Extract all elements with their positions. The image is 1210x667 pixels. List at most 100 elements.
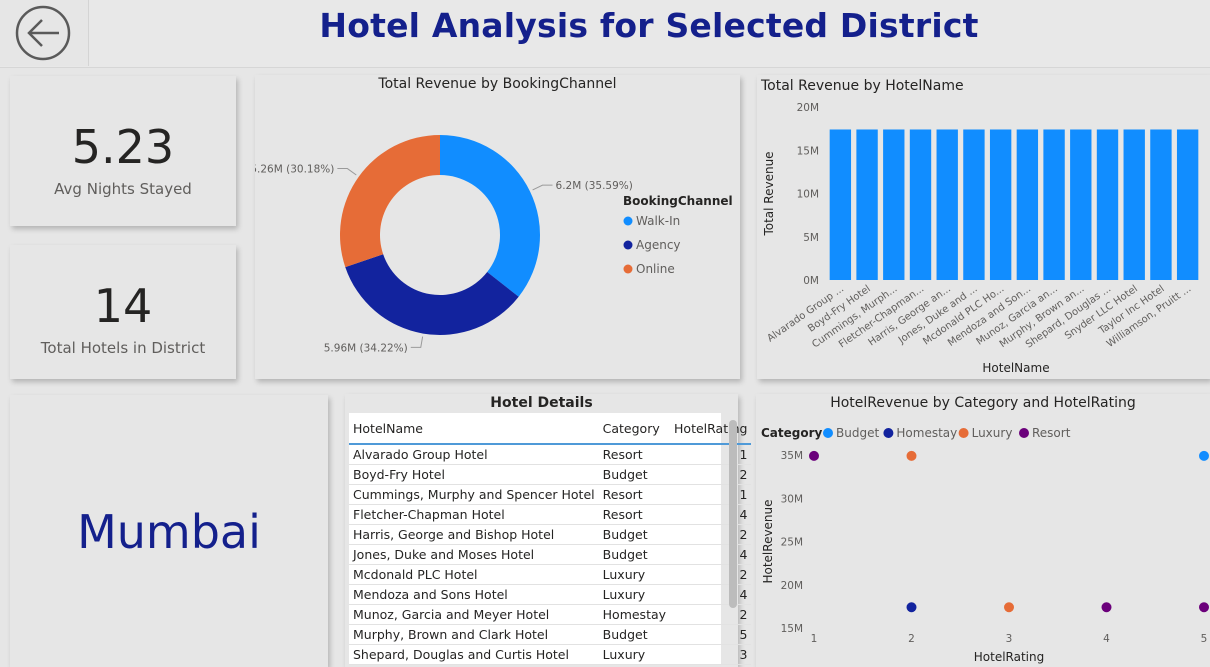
bar[interactable] <box>829 129 852 280</box>
legend-marker-icon <box>958 428 969 438</box>
scatter-chart-panel: HotelRevenue by Category and HotelRating… <box>756 394 1210 667</box>
bar[interactable] <box>909 129 932 280</box>
scatter-point-homestay[interactable] <box>906 602 917 613</box>
rating-cell: 2 <box>670 464 752 485</box>
column-header[interactable]: HotelRating <box>670 413 752 445</box>
legend-marker-icon <box>623 216 633 226</box>
legend-item[interactable]: Resort <box>1032 426 1071 440</box>
bar[interactable] <box>1176 129 1199 280</box>
rating-cell: 4 <box>670 544 752 565</box>
y-tick-label: 0M <box>803 275 819 287</box>
donut-slice-walk-in[interactable] <box>440 135 540 297</box>
donut-slice-online[interactable] <box>340 135 440 268</box>
bar[interactable] <box>1123 129 1145 280</box>
back-arrow-icon[interactable] <box>0 0 88 66</box>
chart-title: HotelRevenue by Category and HotelRating <box>830 395 1136 411</box>
data-label: 6.2M (35.59%) <box>556 180 633 192</box>
category-cell: Budget <box>598 544 671 565</box>
scatter-points <box>809 450 1209 613</box>
table-title: Hotel Details <box>490 395 593 411</box>
legend-item[interactable]: Agency <box>636 238 681 252</box>
bar[interactable] <box>856 129 878 280</box>
column-header[interactable]: Category <box>598 413 671 445</box>
chart-title: Total Revenue by BookingChannel <box>378 76 617 92</box>
y-tick-label: 25M <box>781 537 803 549</box>
table-row[interactable]: Cummings, Murphy and Spencer Hotel Resort… <box>349 484 752 505</box>
category-cell: Budget <box>598 464 671 485</box>
table-body-area: HotelName Category HotelRating Alvarado … <box>349 413 752 665</box>
bar[interactable] <box>1070 129 1092 280</box>
donut-slice-agency[interactable] <box>345 254 519 335</box>
hotel-name-cell: Munoz, Garcia and Meyer Hotel <box>349 604 599 625</box>
x-tick-label: 5 <box>1201 633 1208 645</box>
bar-x-axis: Alvarado Group ...Boyd-Fry HotelCummings… <box>765 283 1193 350</box>
legend-marker-icon <box>1019 428 1029 438</box>
hotel-name-cell: Murphy, Brown and Clark Hotel <box>349 624 599 645</box>
x-tick-label: 3 <box>1006 633 1013 645</box>
bar-chart-panel: Total Revenue by HotelName 0M 5M 10M 15M 20M… <box>757 75 1210 379</box>
hotel-name-cell: Shepard, Douglas and Curtis Hotel <box>349 644 599 665</box>
hotel-name-cell: Jones, Duke and Moses Hotel <box>349 544 599 565</box>
category-cell: Luxury <box>598 584 671 605</box>
table-row[interactable]: Mendoza and Sons Hotel Luxury 4 <box>349 584 752 605</box>
scatter-point-budget[interactable] <box>1199 450 1209 461</box>
legend-item[interactable]: Luxury <box>972 426 1013 440</box>
legend-item[interactable]: Budget <box>836 426 879 440</box>
district-card: Mumbai <box>10 395 328 667</box>
table-row[interactable]: Mcdonald PLC Hotel Luxury 2 <box>349 564 752 585</box>
hotel-name-cell: Boyd-Fry Hotel <box>349 464 599 485</box>
kpi-value: 14 <box>93 279 153 333</box>
scatter-point-luxury[interactable] <box>906 450 917 461</box>
rating-cell: 1 <box>670 484 752 505</box>
scatter-point-resort[interactable] <box>1199 602 1209 613</box>
table-row[interactable]: Murphy, Brown and Clark Hotel Budget 5 <box>349 624 752 645</box>
hotel-name-cell: Cummings, Murphy and Spencer Hotel <box>349 484 599 505</box>
table-row[interactable]: Fletcher-Chapman Hotel Resort 4 <box>349 504 752 525</box>
legend-item[interactable]: Walk-In <box>636 214 680 228</box>
bar[interactable] <box>963 129 985 280</box>
bar[interactable] <box>1150 129 1172 280</box>
donut-legend: Walk-In Agency Online <box>623 214 681 276</box>
bar[interactable] <box>1096 129 1119 280</box>
legend-title: BookingChannel <box>623 194 733 208</box>
table-header-row: HotelName Category HotelRating <box>349 413 752 445</box>
table-row[interactable]: Munoz, Garcia and Meyer Hotel Homestay 2 <box>349 604 752 625</box>
table-row[interactable]: Alvarado Group Hotel Resort 1 <box>349 444 752 465</box>
hotel-name-cell: Harris, George and Bishop Hotel <box>349 524 599 545</box>
table-row[interactable]: Shepard, Douglas and Curtis Hotel Luxury 3 <box>349 644 752 665</box>
x-tick-label: 4 <box>1103 633 1110 645</box>
legend-marker-icon <box>823 428 833 438</box>
y-tick-label: 5M <box>803 232 819 244</box>
bar[interactable] <box>989 129 1012 280</box>
scatter-point-luxury[interactable] <box>1004 602 1014 613</box>
x-axis-title: HotelRating <box>974 650 1044 664</box>
bar[interactable] <box>1016 129 1039 280</box>
y-tick-label: 20M <box>797 102 819 114</box>
bar[interactable] <box>883 129 905 280</box>
hotel-details-table: HotelName Category HotelRating Alvarado … <box>349 413 752 665</box>
y-axis-title: Total Revenue <box>762 151 776 236</box>
legend-marker-icon <box>623 264 633 274</box>
bar[interactable] <box>1043 129 1065 280</box>
leader-line <box>410 336 424 348</box>
legend-item[interactable]: Online <box>636 262 675 276</box>
donut-slices <box>340 135 540 335</box>
table-row[interactable]: Boyd-Fry Hotel Budget 2 <box>349 464 752 485</box>
scatter-point-resort[interactable] <box>809 450 819 461</box>
leader-line <box>337 168 357 176</box>
category-cell: Budget <box>598 524 671 545</box>
bar[interactable] <box>936 129 958 280</box>
y-tick-label: 35M <box>781 450 803 462</box>
table-row[interactable]: Harris, George and Bishop Hotel Budget 2 <box>349 524 752 545</box>
category-cell: Resort <box>598 484 671 505</box>
category-cell: Luxury <box>598 644 671 665</box>
table-scrollbar[interactable] <box>729 420 737 608</box>
table-row[interactable]: Jones, Duke and Moses Hotel Budget 4 <box>349 544 752 565</box>
district-name: Mumbai <box>77 505 261 559</box>
legend-item[interactable]: Homestay <box>896 426 957 440</box>
scatter-point-resort[interactable] <box>1101 602 1112 613</box>
back-button[interactable] <box>0 0 89 66</box>
rating-cell: 2 <box>670 524 752 545</box>
rating-cell: 2 <box>670 564 752 585</box>
column-header[interactable]: HotelName <box>349 413 599 445</box>
